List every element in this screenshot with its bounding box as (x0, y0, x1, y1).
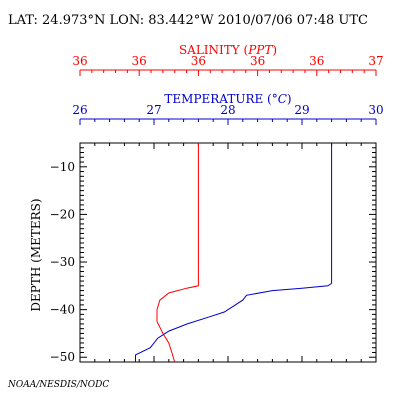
salinity-tick-label: 37 (368, 54, 383, 68)
salinity-tick-label: 36 (132, 54, 147, 68)
salinity-axis-label-suffix: ) (272, 43, 277, 57)
temperature-axis-label-unit: °C (272, 92, 287, 106)
temperature-axis-label-prefix: TEMPERATURE ( (164, 92, 271, 106)
depth-tick-label: −50 (50, 350, 75, 364)
salinity-axis-label-unit: PPT (247, 43, 273, 57)
salinity-profile-line (156, 143, 199, 363)
temperature-profile-line (135, 143, 333, 362)
salinity-axis: 36 36 36 36 36 37 (72, 54, 384, 76)
depth-tick-label: −20 (50, 207, 75, 221)
depth-tick-label: −30 (50, 255, 75, 269)
temperature-axis-label-suffix: ) (287, 92, 292, 106)
salinity-tick-label: 36 (309, 54, 324, 68)
temperature-axis-label: TEMPERATURE (°C) (164, 92, 291, 106)
temperature-tick-label: 27 (146, 103, 161, 117)
temperature-tick-label: 30 (368, 103, 383, 117)
depth-tick-label: −40 (50, 303, 75, 317)
temperature-tick-label: 28 (220, 103, 235, 117)
depth-tick-label: −10 (50, 160, 75, 174)
salinity-axis-label-prefix: SALINITY ( (179, 43, 248, 57)
temperature-axis: 26 27 28 29 30 (72, 103, 384, 125)
credit-footer: NOAA/NESDIS/NODC (7, 380, 109, 390)
salinity-tick-label: 36 (72, 54, 87, 68)
temperature-tick-label: 29 (294, 103, 309, 117)
depth-axis-label: DEPTH (METERS) (29, 198, 43, 311)
depth-axis: −10 −20 −30 −40 −50 (50, 147, 376, 364)
series-layer (135, 143, 333, 363)
temperature-tick-label: 26 (72, 103, 87, 117)
salinity-tick-label: 36 (250, 54, 265, 68)
salinity-axis-label: SALINITY (PPT) (179, 43, 277, 57)
location-header: LAT: 24.973°N LON: 83.442°W 2010/07/06 0… (8, 13, 368, 28)
salinity-tick-label: 36 (191, 54, 206, 68)
